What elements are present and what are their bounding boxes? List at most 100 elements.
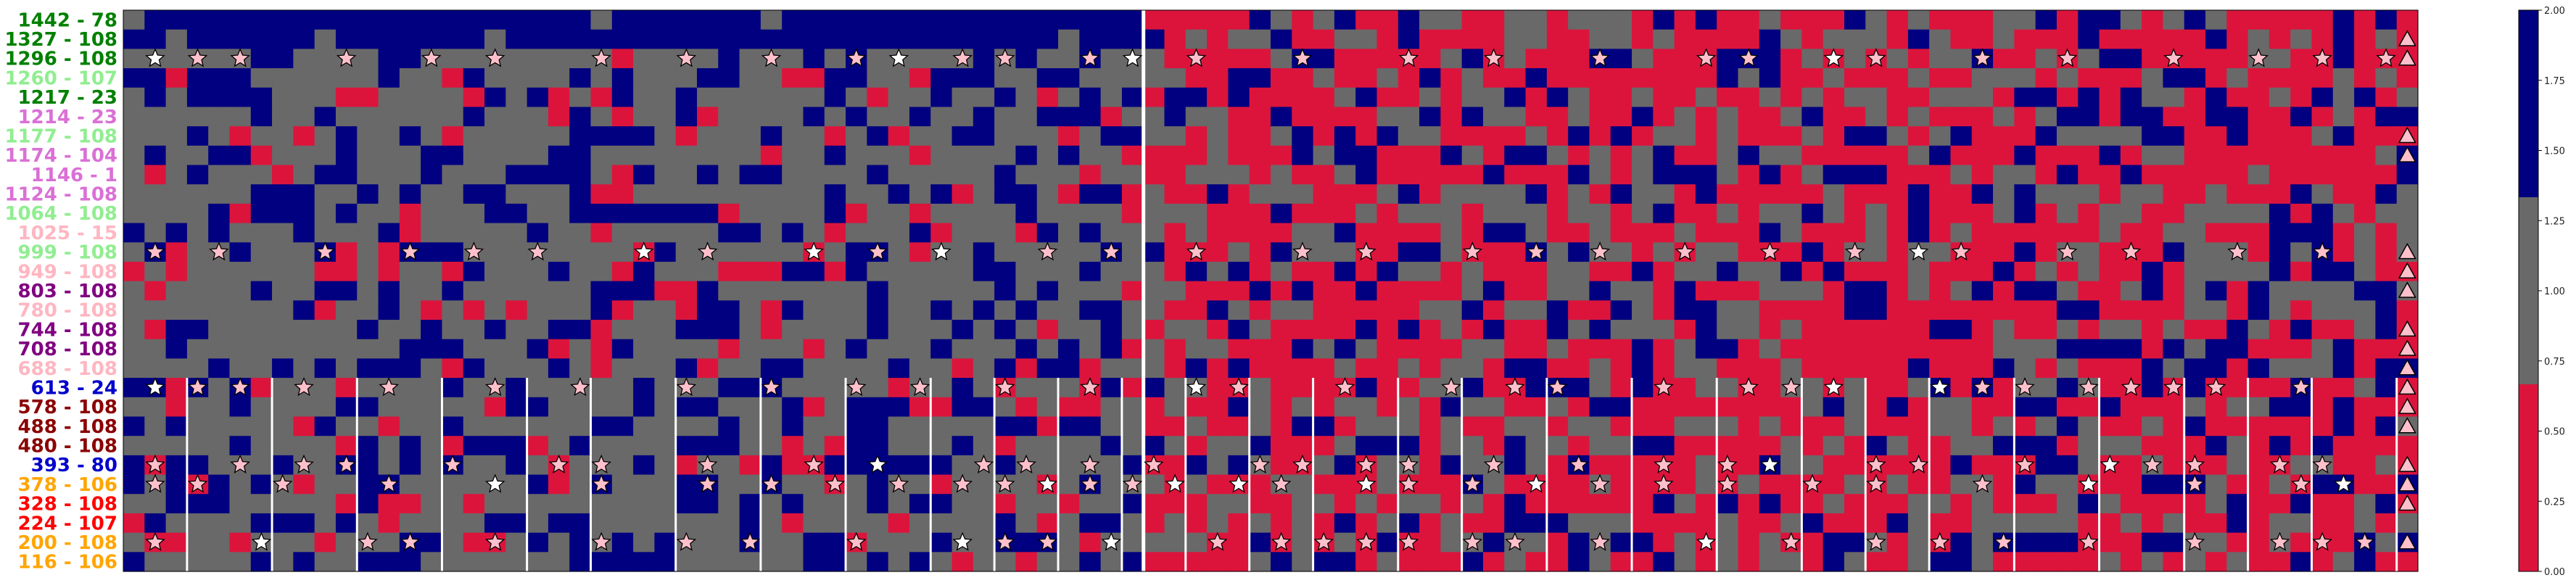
heatmap-cell (1249, 397, 1271, 418)
heatmap-cell (824, 126, 846, 146)
row-label: 949 - 108 (18, 261, 117, 283)
heatmap-cell (1674, 281, 1696, 301)
heatmap-cell (782, 532, 804, 553)
heatmap-cell (1419, 29, 1441, 49)
heatmap-cell (1440, 513, 1463, 534)
heatmap-cell (1695, 126, 1717, 146)
heatmap-cell (994, 320, 1017, 340)
heatmap-cell (1482, 281, 1505, 301)
heatmap-cell (1865, 184, 1888, 204)
heatmap-cell (2205, 107, 2227, 127)
heatmap-cell (335, 358, 358, 379)
heatmap-cell (994, 223, 1017, 243)
heatmap-cell (1440, 397, 1463, 418)
heatmap-cell (123, 165, 145, 185)
heatmap-cell (909, 339, 931, 360)
heatmap-cell (1865, 513, 1888, 534)
heatmap-cell (1207, 320, 1229, 340)
heatmap-cell (165, 320, 188, 340)
heatmap-cell (1419, 107, 1441, 127)
heatmap-cell (1971, 145, 1994, 166)
triangle-marker (2398, 49, 2416, 66)
heatmap-cell (1292, 339, 1314, 360)
heatmap-cell (867, 49, 889, 69)
heatmap-cell (1674, 10, 1696, 30)
heatmap-cell (272, 87, 294, 108)
heatmap-cell (697, 184, 719, 204)
heatmap-cell (357, 29, 379, 49)
heatmap-cell (2120, 165, 2142, 185)
heatmap-cell (824, 242, 846, 262)
heatmap-cell (250, 184, 273, 204)
heatmap-cell (378, 68, 400, 88)
heatmap-cell (527, 165, 549, 185)
heatmap-cell (739, 300, 761, 321)
heatmap-cell (888, 203, 910, 224)
heatmap-cell (1100, 552, 1123, 572)
heatmap-cell (229, 494, 252, 514)
heatmap-cell (1079, 242, 1102, 262)
heatmap-cell (2205, 455, 2227, 476)
heatmap-cell (527, 126, 549, 146)
heatmap-cell (1865, 145, 1888, 166)
heatmap-cell (1780, 339, 1803, 360)
heatmap-cell (272, 358, 294, 379)
heatmap-cell (1886, 397, 1909, 418)
heatmap-cell (2375, 397, 2398, 418)
heatmap-cell (1355, 436, 1378, 456)
star-marker (1759, 454, 1780, 474)
star-marker (1229, 474, 1249, 493)
partial-separator (1120, 378, 1123, 571)
heatmap-cell (229, 165, 252, 185)
partial-separator (2311, 378, 2313, 571)
heatmap-cell (718, 532, 740, 553)
heatmap-cell (1950, 320, 1973, 340)
heatmap-cell (1844, 10, 1866, 30)
star-marker (336, 454, 357, 474)
heatmap-cell (846, 552, 867, 572)
heatmap-cell (272, 300, 294, 321)
heatmap-cell (421, 184, 443, 204)
heatmap-cell (973, 513, 995, 534)
heatmap-cell (1589, 455, 1611, 476)
heatmap-cell (2142, 358, 2164, 379)
heatmap-cell (951, 223, 974, 243)
heatmap-cell (314, 87, 337, 108)
heatmap-cell (1440, 416, 1463, 437)
heatmap-cell (760, 223, 783, 243)
heatmap-cell (569, 242, 592, 262)
star-marker (1930, 532, 1950, 551)
heatmap-cell (1695, 339, 1717, 360)
heatmap-cell (2375, 339, 2398, 360)
heatmap-cell (2354, 203, 2377, 224)
heatmap-cell (1355, 68, 1378, 88)
heatmap-cell (2354, 552, 2377, 572)
heatmap-cell (1907, 358, 1930, 379)
heatmap-cell (186, 126, 209, 146)
heatmap-cell (654, 358, 677, 379)
heatmap-cell (1759, 87, 1781, 108)
heatmap-cell (272, 397, 294, 418)
heatmap-cell (335, 29, 358, 49)
heatmap-cell (2078, 184, 2100, 204)
heatmap-cell (1440, 339, 1463, 360)
star-marker (1844, 241, 1865, 261)
heatmap-cell (1461, 358, 1484, 379)
heatmap-cell (1971, 358, 1994, 379)
heatmap-cell (399, 513, 421, 534)
heatmap-cell (909, 416, 931, 437)
heatmap-cell (2205, 184, 2227, 204)
heatmap-cell (1993, 145, 2015, 166)
heatmap-cell (1058, 165, 1080, 185)
heatmap-cell (1440, 552, 1463, 572)
heatmap-cell (569, 261, 592, 282)
heatmap-cell (1568, 261, 1590, 282)
heatmap-cell (1738, 474, 1760, 495)
heatmap-cell (2035, 281, 2057, 301)
heatmap-cell (930, 552, 953, 572)
heatmap-cell (1482, 339, 1505, 360)
heatmap-cell (1993, 494, 2015, 514)
heatmap-cell (1971, 416, 1994, 437)
heatmap-cell (611, 165, 634, 185)
star-marker (1483, 454, 1504, 474)
